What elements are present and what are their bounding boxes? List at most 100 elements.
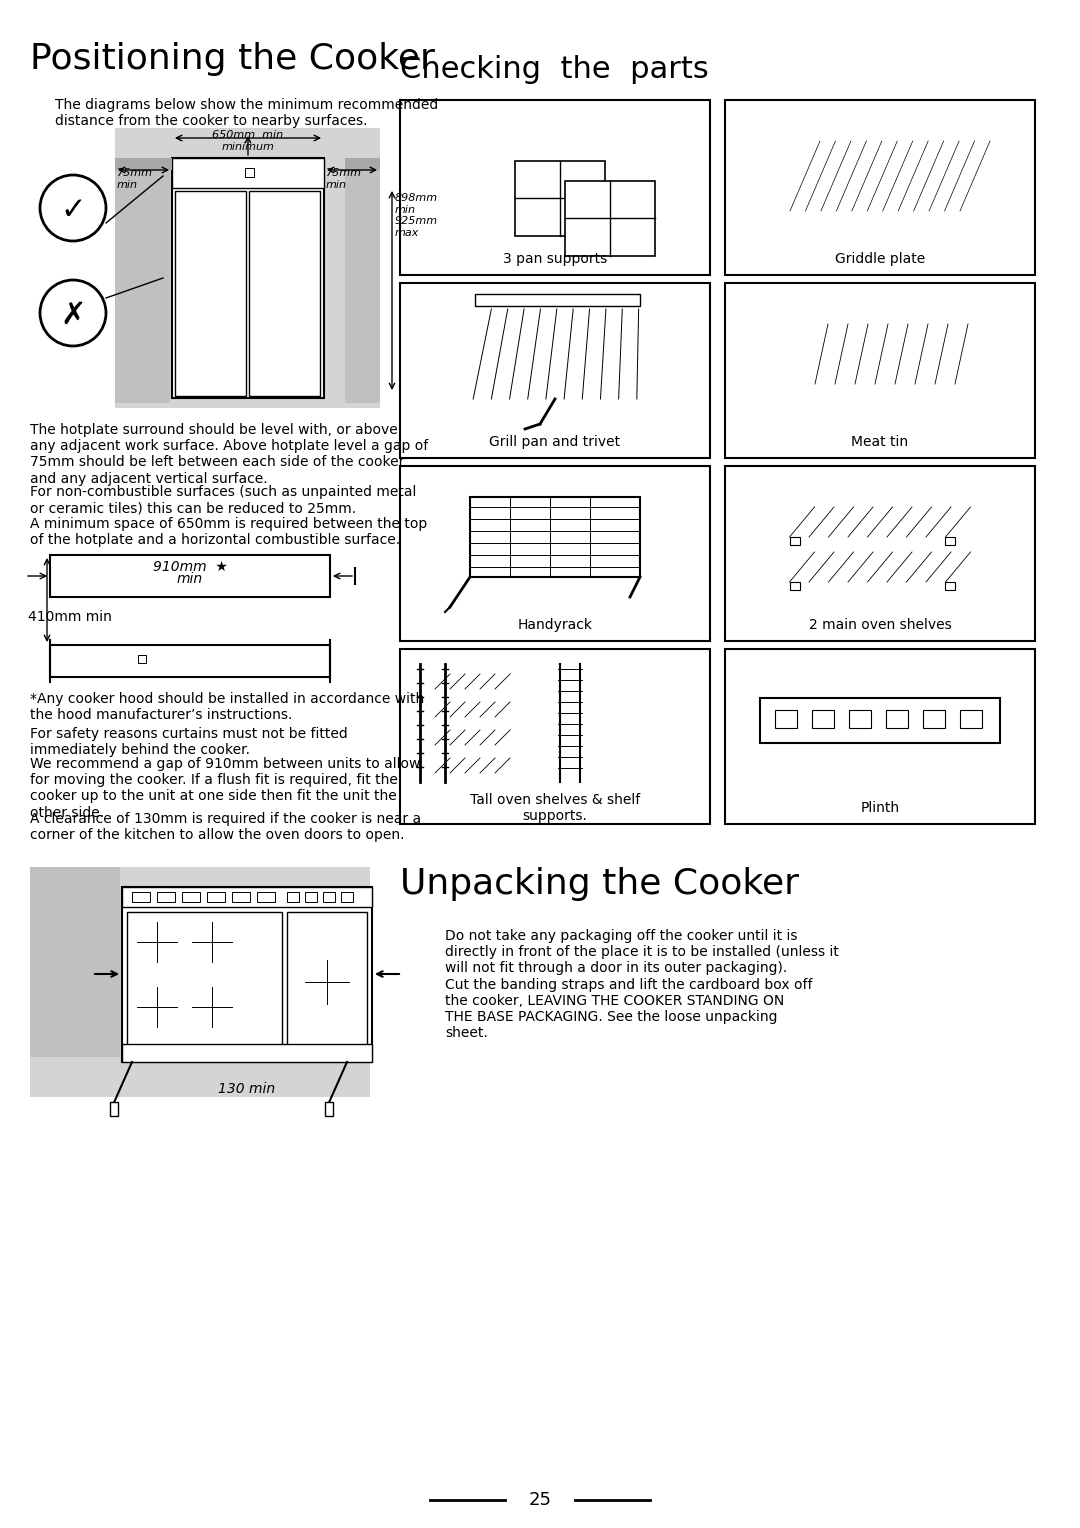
Text: The hotplate surround should be level with, or above,
any adjacent work surface.: The hotplate surround should be level wi… [30, 423, 429, 486]
Text: 75mm
min: 75mm min [326, 168, 362, 189]
Bar [923, 711, 945, 727]
Circle shape [183, 168, 192, 177]
Bar [157, 892, 175, 902]
Bar [812, 711, 834, 727]
Circle shape [123, 656, 133, 666]
Circle shape [137, 987, 177, 1027]
Bar [232, 892, 249, 902]
Polygon shape [420, 758, 525, 773]
Polygon shape [420, 674, 525, 689]
Circle shape [202, 932, 222, 952]
Text: 910mm  ★: 910mm ★ [152, 559, 228, 575]
Circle shape [305, 960, 349, 1004]
Bar [257, 892, 275, 902]
Bar [400, 649, 710, 824]
Bar [305, 892, 318, 902]
Circle shape [147, 996, 167, 1018]
Bar [172, 157, 324, 397]
Text: For non-combustible surfaces (such as unpainted metal
or ceramic tiles) this can: For non-combustible surfaces (such as un… [30, 484, 417, 515]
Text: 25: 25 [528, 1491, 552, 1510]
Circle shape [63, 656, 73, 666]
Bar [207, 892, 225, 902]
Circle shape [40, 176, 106, 241]
Circle shape [208, 168, 218, 177]
Circle shape [164, 657, 172, 665]
Bar [122, 1044, 372, 1062]
Text: A clearance of 130mm is required if the cooker is near a
corner of the kitchen t: A clearance of 130mm is required if the … [30, 811, 421, 842]
Polygon shape [420, 730, 525, 746]
Bar [341, 892, 353, 902]
Circle shape [927, 189, 933, 196]
Circle shape [93, 656, 103, 666]
Text: A minimum space of 650mm is required between the top
of the hotplate and a horiz: A minimum space of 650mm is required bet… [30, 516, 428, 547]
Text: Plinth: Plinth [861, 801, 900, 814]
Text: Grill pan and trivet: Grill pan and trivet [489, 435, 621, 449]
Bar [122, 886, 372, 908]
Bar [50, 645, 330, 677]
Circle shape [163, 274, 181, 292]
Circle shape [259, 170, 267, 177]
Circle shape [529, 206, 546, 225]
Bar [760, 698, 1000, 743]
Text: Unpacking the Cooker: Unpacking the Cooker [400, 866, 799, 902]
Bar [122, 886, 372, 1062]
Text: We recommend a gap of 910mm between units to allow
for moving the cooker. If a f: We recommend a gap of 910mm between unit… [30, 756, 420, 819]
Text: 130 min: 130 min [218, 1082, 275, 1096]
Polygon shape [420, 701, 525, 717]
Polygon shape [780, 313, 1000, 394]
Circle shape [202, 996, 222, 1018]
Polygon shape [770, 507, 990, 536]
Circle shape [163, 162, 181, 180]
Circle shape [982, 732, 988, 738]
Bar [470, 497, 640, 578]
Bar [475, 293, 640, 306]
Text: 3 pan supports: 3 pan supports [503, 252, 607, 266]
Polygon shape [795, 324, 988, 384]
Bar [183, 892, 200, 902]
Circle shape [40, 280, 106, 345]
Text: 650mm  min
minimum: 650mm min minimum [213, 130, 284, 151]
Text: ✓: ✓ [60, 196, 85, 225]
Circle shape [78, 656, 87, 666]
Polygon shape [1000, 686, 1015, 743]
Circle shape [234, 168, 244, 177]
Bar [945, 536, 955, 545]
Bar [775, 711, 797, 727]
Bar [30, 866, 370, 1097]
Polygon shape [789, 141, 990, 211]
Bar [400, 466, 710, 642]
Bar [960, 711, 982, 727]
Bar [325, 1102, 333, 1115]
Circle shape [195, 168, 205, 177]
Circle shape [295, 170, 303, 177]
Bar [400, 99, 710, 275]
Text: 75mm
min: 75mm min [117, 168, 153, 189]
Bar [345, 157, 380, 170]
Circle shape [221, 168, 231, 177]
Bar [30, 866, 120, 1057]
Circle shape [283, 170, 291, 177]
Circle shape [152, 657, 160, 665]
Circle shape [623, 228, 642, 244]
Text: Handyrack: Handyrack [517, 617, 593, 633]
Bar [172, 157, 324, 188]
Bar [114, 157, 170, 403]
Circle shape [623, 193, 642, 209]
Polygon shape [455, 309, 654, 399]
Circle shape [192, 987, 232, 1027]
Text: min: min [177, 571, 203, 587]
Bar [127, 912, 282, 1051]
Bar [565, 180, 654, 257]
Text: 898mm
min
925mm
max: 898mm min 925mm max [395, 193, 438, 238]
Bar [515, 160, 605, 235]
Bar [114, 157, 172, 170]
Text: The diagrams below show the minimum recommended
distance from the cooker to near: The diagrams below show the minimum reco… [55, 98, 438, 128]
Text: Positioning the Cooker: Positioning the Cooker [30, 41, 435, 76]
Circle shape [573, 206, 591, 225]
Bar [132, 892, 150, 902]
Text: Checking  the  parts: Checking the parts [400, 55, 708, 84]
Circle shape [147, 932, 167, 952]
Bar [245, 168, 254, 177]
Bar [345, 157, 380, 403]
Circle shape [573, 173, 591, 189]
